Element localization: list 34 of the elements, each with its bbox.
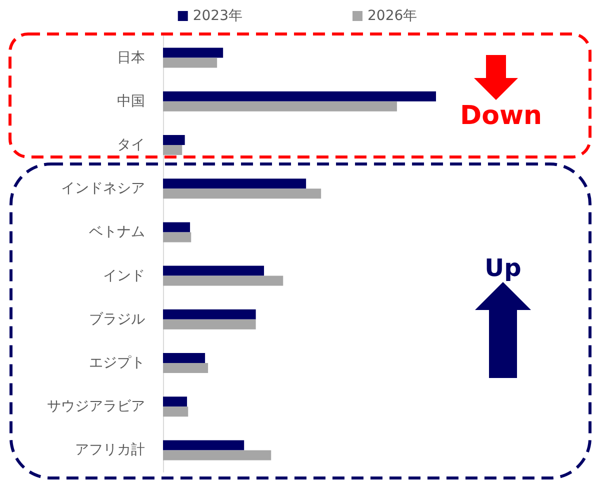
bar [163, 276, 284, 286]
bar [163, 178, 306, 189]
bar [163, 232, 192, 242]
bar [163, 91, 436, 102]
text: Down [460, 101, 542, 131]
y-tick-label: ブラジル [89, 311, 145, 328]
y-tick-label: タイ [117, 137, 145, 153]
legend-label: 2023年 [192, 8, 243, 24]
y-tick-label: インド [103, 268, 145, 284]
y-tick-label: アフリカ計 [75, 442, 145, 458]
bar [163, 396, 188, 407]
bar [163, 363, 208, 373]
bar [163, 188, 322, 199]
y-tick-label: 日本 [117, 50, 145, 66]
legend-label: 2026年 [368, 8, 418, 24]
y-tick-label: ベトナム [89, 224, 145, 240]
bar [163, 135, 185, 145]
bar [163, 222, 190, 232]
bar [163, 266, 264, 276]
bar [163, 145, 182, 155]
bar [163, 319, 256, 330]
bar [163, 450, 272, 460]
bar [163, 58, 218, 68]
bar [163, 353, 206, 363]
bar [163, 440, 244, 450]
y-tick-label: インドネシア [61, 180, 145, 197]
text: Up [484, 254, 522, 282]
y-tick-label: サウジアラビア [47, 398, 145, 415]
bar [163, 48, 224, 58]
y-tick-label: エジプト [89, 355, 145, 371]
bar [163, 309, 256, 320]
bar [163, 101, 397, 112]
bar [163, 406, 188, 417]
y-tick-label: 中国 [117, 93, 145, 110]
